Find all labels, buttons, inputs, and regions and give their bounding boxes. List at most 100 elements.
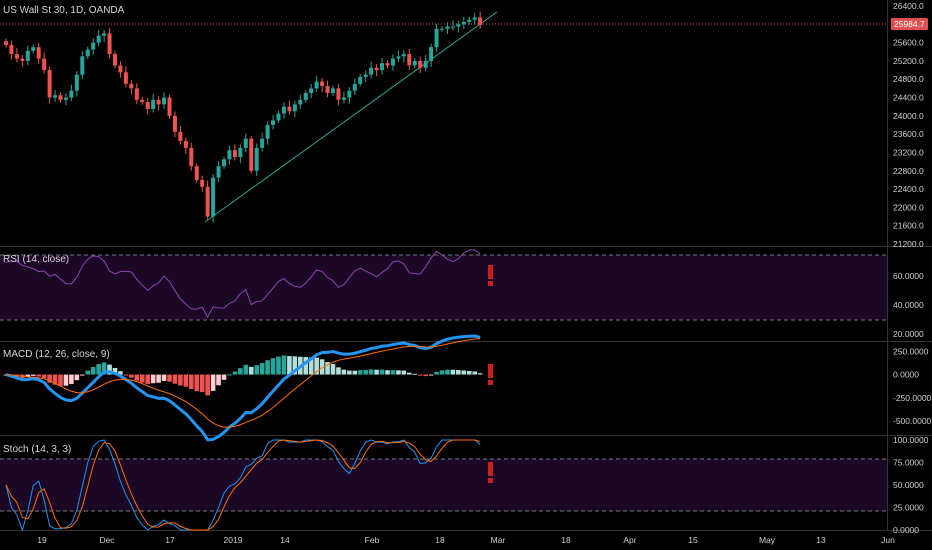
candle-body [36,47,41,59]
stoch-tick-label: 75.0000 [893,458,924,468]
date-tick-label: 18 [435,535,445,545]
candle-body [243,138,248,148]
macd-histogram-bar [347,370,352,375]
date-tick-label: 14 [280,535,290,545]
candle-body [396,56,401,59]
macd-histogram-bar [227,374,232,376]
candle-body [140,99,145,103]
candle-body [271,120,276,125]
candle-body [189,147,194,167]
price-tick-label: 21200.0 [893,239,924,249]
alert-icon-rsi[interactable] [488,265,493,286]
macd-histogram-bar [292,356,298,375]
candle-body [232,150,237,158]
macd-histogram-bar [303,356,309,375]
candle-body [162,97,167,105]
rsi-series [5,249,481,319]
candle-body [211,177,216,217]
candle-body [194,166,199,180]
candle-body [102,33,107,36]
macd-histogram-bar [390,370,396,375]
candle-body [53,95,58,98]
macd-histogram-bar [434,371,439,375]
candles [4,11,483,223]
macd-histogram-bar [243,364,249,375]
date-axis[interactable]: 19 Dec 17 2019 14 Feb 18 Mar 18 Apr 15 May 13 Jun [37,535,895,545]
candle-body [260,138,265,148]
candle-body [450,26,455,28]
macd-histogram-bar [80,374,85,376]
macd-signal-line [5,338,481,428]
candle-body [320,81,325,87]
candle-body [385,63,390,66]
price-tick-label: 21600.0 [893,221,924,231]
macd-tick-label: 250.0000 [893,346,929,356]
macd-histogram-bar [96,364,101,375]
candle-body [47,70,52,98]
candle-body [374,67,379,71]
macd-histogram-bar [407,372,412,375]
macd-series [3,334,483,442]
candle-body [238,147,243,158]
macd-histogram-bar [477,373,483,375]
macd-histogram-bar [417,374,423,376]
macd-histogram-bar [259,363,265,375]
macd-histogram-bar [423,374,428,377]
rsi-tick-label: 60.0000 [893,271,924,281]
trend-line[interactable] [204,11,498,223]
candle-body [254,147,259,171]
stoch-k-line [5,439,481,532]
price-tick-label: 25600.0 [893,38,924,48]
candle-body [63,97,68,100]
candle-body [134,88,139,100]
candle-body [303,92,308,100]
macd-histogram-bar [357,370,363,375]
candle-body [113,54,117,66]
macd-histogram-bar [330,363,336,375]
macd-histogram-bar [183,374,189,387]
macd-histogram-bar [450,369,456,375]
candle-body [380,63,385,71]
date-tick-label: 13 [816,535,826,545]
date-tick-label: 17 [165,535,175,545]
stoch-label: Stoch (14, 3, 3) [3,444,72,455]
date-tick-label: 15 [688,535,698,545]
macd-histogram-bar [412,373,418,375]
candle-body [309,88,314,93]
candle-body [478,17,483,26]
candle-body [183,141,188,148]
candle-body [472,17,477,20]
macd-histogram-bar [232,371,238,375]
macd-histogram-bar [178,374,183,386]
macd-tick-label: -500.0000 [893,416,932,426]
price-axis[interactable]: 26400.026000.025600.025200.024800.024400… [893,1,924,249]
macd-histogram-bar [248,366,254,375]
macd-tick-label: -250.0000 [893,393,932,403]
rsi-tick-label: 40.0000 [893,300,924,310]
macd-histogram-bar [30,374,36,376]
macd-histogram-bar [341,369,347,375]
candle-body [123,72,128,84]
candle-body [352,83,357,91]
candle-body [265,125,270,139]
rsi-tick-label: 20.0000 [893,329,924,339]
macd-histogram-bar [167,374,172,382]
candle-body [434,28,439,48]
candle-body [281,106,286,114]
rsi-line [5,249,481,319]
candle-body [456,24,461,27]
candle-body [314,81,319,89]
candle-body [31,47,36,51]
alert-icon-stoch[interactable] [488,462,493,483]
date-tick-label: Apr [623,535,636,545]
alert-icon-macd[interactable] [488,364,493,385]
rsi-band [0,255,887,320]
macd-histogram-bar [319,359,325,375]
stoch-tick-label: 50.0000 [893,480,924,490]
macd-histogram-bar [139,374,145,383]
macd-histogram-bar [194,374,200,392]
macd-histogram-bar [129,374,134,378]
candle-body [25,50,30,61]
macd-histogram-bar [428,374,434,376]
